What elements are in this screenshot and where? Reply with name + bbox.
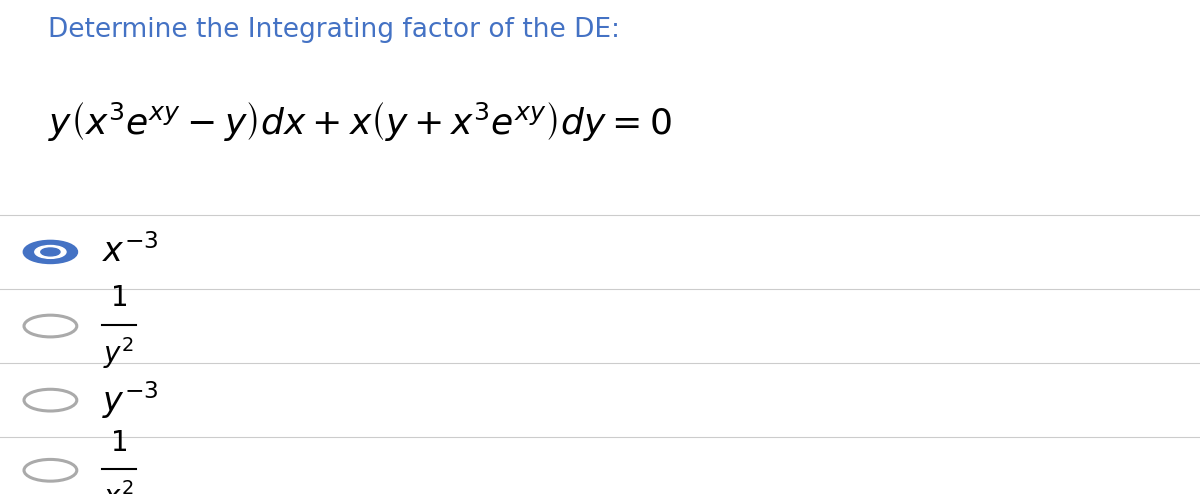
Circle shape [35,246,66,258]
Text: $1$: $1$ [110,430,127,456]
Text: $x^2$: $x^2$ [103,483,134,494]
Text: $y^2$: $y^2$ [103,335,134,371]
Text: Determine the Integrating factor of the DE:: Determine the Integrating factor of the … [48,17,620,43]
Circle shape [24,241,77,263]
Text: $x^{-3}$: $x^{-3}$ [102,235,158,269]
Text: $1$: $1$ [110,286,127,312]
Circle shape [41,248,60,256]
Text: $y^{-3}$: $y^{-3}$ [102,379,158,421]
Text: $y\left(x^3 e^{xy} - y\right) dx + x \left(y + x^3 e^{xy}\right) dy = 0$: $y\left(x^3 e^{xy} - y\right) dx + x \le… [48,99,672,143]
